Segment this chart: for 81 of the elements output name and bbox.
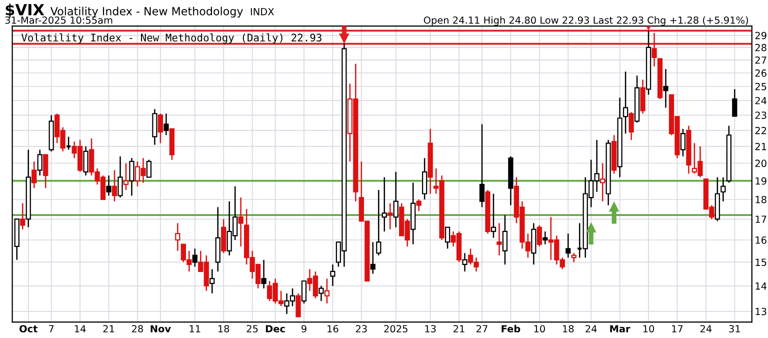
candlestick — [720, 176, 726, 202]
candlestick — [106, 174, 112, 196]
chart-title: $VIX — [6, 4, 44, 18]
x-tick-label: 21 — [103, 325, 114, 332]
x-tick-label: 2025 — [384, 325, 408, 332]
candlestick — [388, 202, 393, 230]
candlestick — [382, 176, 387, 232]
candlestick — [640, 79, 646, 114]
x-tick-label: 7 — [49, 325, 54, 332]
candlestick — [330, 264, 336, 286]
candlestick — [686, 125, 692, 174]
candlestick — [531, 222, 536, 266]
candlestick — [652, 32, 657, 68]
x-tick-label: 17 — [672, 325, 683, 332]
candlestick — [83, 146, 88, 176]
y-tick-label: 22 — [755, 126, 766, 134]
candlestick — [215, 206, 220, 272]
y-tick-label: 13 — [756, 308, 766, 316]
y-tick-label: 18 — [756, 196, 766, 204]
y-tick-label: 24 — [755, 96, 766, 104]
candlestick — [571, 252, 576, 263]
candlestick — [428, 128, 433, 194]
x-tick-label: 21 — [454, 325, 464, 332]
y-tick-label: 25 — [755, 82, 766, 90]
candlestick — [164, 113, 169, 136]
candlestick — [617, 97, 622, 178]
y-tick-label: 28 — [755, 44, 766, 52]
candlestick — [26, 149, 31, 228]
y-tick-label: 15 — [756, 258, 766, 266]
candlestick — [496, 222, 502, 256]
x-tick-label: 14 — [74, 325, 86, 332]
candlestick — [622, 71, 628, 134]
candlestick — [663, 68, 668, 108]
x-tick-label: 24 — [700, 325, 712, 332]
y-tick-label: 14 — [756, 282, 766, 290]
x-tick-label: Mar — [610, 325, 630, 332]
x-tick-label: 25 — [246, 325, 258, 332]
x-tick-label: 18 — [563, 325, 574, 332]
y-tick-label: 17 — [756, 216, 766, 223]
x-tick-label: Oct — [20, 325, 38, 332]
candlestick — [410, 182, 416, 245]
x-tick-label: Nov — [150, 325, 171, 332]
x-tick-label: 24 — [586, 325, 597, 332]
candlestick — [238, 196, 244, 248]
y-tick-label: 23 — [755, 112, 766, 119]
x-tick-label: 31 — [729, 325, 740, 332]
y-tick-label: 21 — [755, 142, 766, 150]
x-tick-label: 27 — [476, 325, 488, 332]
candlestick — [261, 259, 266, 289]
text: Open 24.11 High 24.80 Low 22.93 Last 22.93 Chg +1.28 (+5.91%) — [424, 16, 748, 26]
text: 31-Mar-2025 10:55am — [5, 16, 112, 24]
chart-subtitle: Volatility Index - New Methodology — [50, 6, 243, 18]
candlestick — [462, 252, 468, 272]
candlestick — [502, 214, 508, 266]
candlestick — [175, 222, 180, 252]
candlestick — [542, 230, 548, 245]
x-tick-label: 11 — [190, 325, 200, 332]
x-tick-label: Feb — [502, 324, 520, 332]
candlestick — [210, 268, 215, 294]
x-tick-label: 23 — [356, 325, 367, 332]
candlestick — [416, 198, 422, 212]
text: INDX — [250, 8, 274, 16]
candlestick — [393, 171, 398, 228]
y-tick-label: 29 — [755, 32, 766, 40]
annotation: Volatility Index - New Methodology (Daily) 22.93 — [21, 33, 322, 44]
x-tick-label: 16 — [328, 325, 338, 332]
y-tick-label: 26 — [755, 69, 766, 77]
x-tick-label: 9 — [302, 325, 306, 332]
candlestick — [37, 149, 42, 176]
x-tick-label: 10 — [534, 325, 545, 332]
y-tick-label: 20 — [755, 160, 766, 168]
x-tick-label: 10 — [643, 325, 654, 332]
y-tick-label: 19 — [756, 177, 766, 185]
x-tick-label: 18 — [218, 325, 230, 332]
x-tick-label: 28 — [132, 325, 143, 332]
y-tick-label: 27 — [755, 56, 766, 64]
candlestick — [376, 189, 382, 256]
x-tick-label: 13 — [425, 325, 436, 332]
y-tick-label: 16 — [756, 236, 766, 244]
candlestick — [152, 108, 158, 146]
x-tick-label: Dec — [266, 325, 285, 332]
